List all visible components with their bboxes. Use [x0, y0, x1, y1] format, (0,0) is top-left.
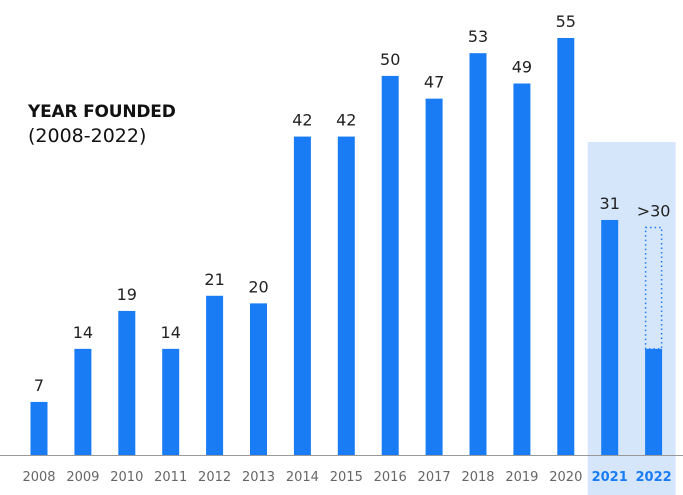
bar-2019: [513, 83, 531, 455]
bar-2022: [645, 348, 663, 455]
bar-2008: [30, 401, 48, 455]
bar-2016: [381, 75, 399, 455]
bar-2020: [557, 38, 575, 455]
bar-2021: [601, 219, 619, 455]
tick-label-2016: 2016: [374, 470, 407, 485]
tick-label-2012: 2012: [198, 470, 231, 485]
tick-label-2008: 2008: [22, 470, 55, 485]
bars-group: [30, 38, 663, 456]
chart-subtitle: (2008-2022): [28, 125, 147, 147]
data-label-2016: 50: [380, 50, 400, 69]
tick-label-2020: 2020: [549, 470, 582, 485]
bar-2015: [337, 136, 355, 455]
data-label-2020: 55: [556, 12, 576, 31]
bar-2012: [206, 295, 224, 455]
tick-label-2019: 2019: [505, 470, 538, 485]
tick-label-2021: 2021: [592, 470, 628, 485]
tick-label-2018: 2018: [461, 470, 494, 485]
tick-label-2010: 2010: [110, 470, 143, 485]
bar-2014: [293, 136, 311, 455]
chart-title-block: YEAR FOUNDED (2008-2022): [28, 102, 176, 147]
data-label-2022: >30: [637, 202, 671, 221]
data-labels-group: 7 14 19 14 21 20 42 42 50 47 53 49 55 31 >30: [34, 12, 671, 395]
data-label-2018: 53: [468, 27, 488, 46]
data-label-2013: 20: [248, 277, 268, 296]
tick-label-2011: 2011: [154, 470, 187, 485]
chart-title: YEAR FOUNDED: [28, 102, 176, 122]
data-label-2019: 49: [512, 57, 532, 76]
data-label-2014: 42: [292, 111, 312, 130]
tick-label-2009: 2009: [66, 470, 99, 485]
data-label-2010: 19: [117, 285, 137, 304]
data-label-2015: 42: [336, 111, 356, 130]
data-label-2009: 14: [73, 323, 93, 342]
tick-label-2014: 2014: [286, 470, 319, 485]
tick-label-2015: 2015: [330, 470, 363, 485]
bar-2013: [250, 303, 267, 455]
data-label-2021: 31: [600, 194, 620, 213]
bar-2018: [469, 53, 487, 455]
bar-2017: [425, 98, 443, 456]
data-label-2012: 21: [204, 270, 224, 289]
data-label-2017: 47: [424, 73, 444, 92]
bar-2011: [162, 348, 180, 455]
tick-label-2022: 2022: [636, 470, 672, 485]
tick-label-2013: 2013: [242, 470, 275, 485]
tick-label-2017: 2017: [418, 470, 451, 485]
bar-2009: [74, 348, 92, 455]
data-label-2008: 7: [34, 376, 44, 395]
x-tick-labels-group: 2008 2009 2010 2011 2012 2013 2014 2015 2016 2017…: [22, 470, 671, 485]
data-label-2011: 14: [161, 323, 181, 342]
bar-2010: [118, 310, 136, 455]
